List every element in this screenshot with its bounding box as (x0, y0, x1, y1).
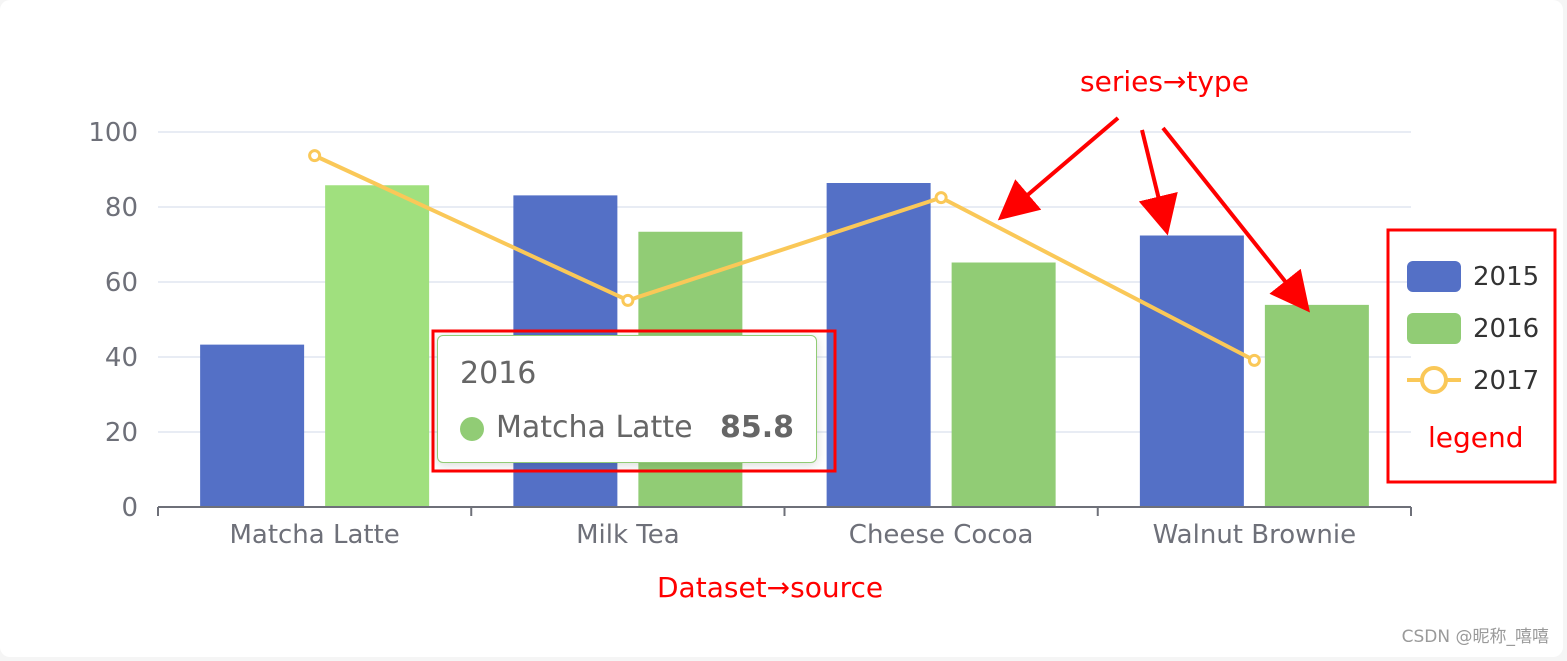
y-tick-label: 0 (121, 493, 138, 523)
bar-2015-cheese-cocoa (826, 183, 931, 507)
bar-2016-walnut-brownie (1264, 304, 1369, 507)
bar-2016-cheese-cocoa (951, 262, 1056, 507)
legend-label-2016: 2016 (1473, 314, 1539, 344)
line-point-2017 (1247, 353, 1261, 367)
legend-swatch-2015 (1407, 261, 1461, 292)
tooltip: 2016 Matcha Latte 85.8 (437, 335, 817, 463)
annotation-arrow-bar-2015 (1138, 129, 1178, 236)
tooltip-series-name: Matcha Latte (496, 410, 693, 445)
x-tick-label: Walnut Brownie (1153, 520, 1356, 550)
y-tick-label: 20 (105, 418, 138, 448)
line-point-2017 (621, 293, 635, 307)
tooltip-value: 85.8 (719, 410, 794, 445)
x-tick-label: Milk Tea (576, 520, 680, 550)
line-point-2017 (934, 191, 948, 205)
tooltip-title: 2016 (460, 356, 537, 391)
legend[interactable]: 2015 2016 2017 (1407, 261, 1539, 396)
annotation-arrow-line (997, 116, 1120, 221)
legend-swatch-2016 (1407, 313, 1461, 344)
line-point-2017 (308, 149, 322, 163)
x-tick-label: Matcha Latte (229, 520, 399, 550)
bar-2016-matcha-latte (325, 185, 430, 507)
annotation-series-type: series→type (1080, 65, 1249, 98)
y-tick-label: 80 (105, 193, 138, 223)
annotation-legend: legend (1428, 421, 1524, 454)
bar-2015-walnut-brownie (1139, 235, 1244, 507)
bar-2015-matcha-latte (200, 344, 305, 507)
y-tick-label: 100 (88, 118, 138, 148)
y-axis: 0 20 40 60 80 100 (88, 118, 138, 523)
y-tick-label: 40 (105, 343, 138, 373)
line-2017 (313, 153, 1256, 363)
legend-label-2017: 2017 (1473, 366, 1539, 396)
x-axis: Matcha Latte Milk Tea Cheese Cocoa Walnut B… (157, 506, 1412, 550)
y-tick-label: 60 (105, 268, 138, 298)
legend-label-2015: 2015 (1473, 262, 1539, 292)
line-series (308, 149, 1261, 367)
legend-marker-2017 (1420, 366, 1448, 394)
x-tick-label: Cheese Cocoa (849, 520, 1034, 550)
annotation-dataset-source: Dataset→source (657, 571, 883, 604)
annotation-legend-box (1386, 228, 1557, 484)
watermark: CSDN @昵称_嘻嘻 (1401, 627, 1549, 647)
annotation-tooltip-box (431, 329, 837, 473)
annotation-arrow-bar-2016 (1161, 126, 1310, 313)
tooltip-marker-dot (460, 417, 484, 441)
